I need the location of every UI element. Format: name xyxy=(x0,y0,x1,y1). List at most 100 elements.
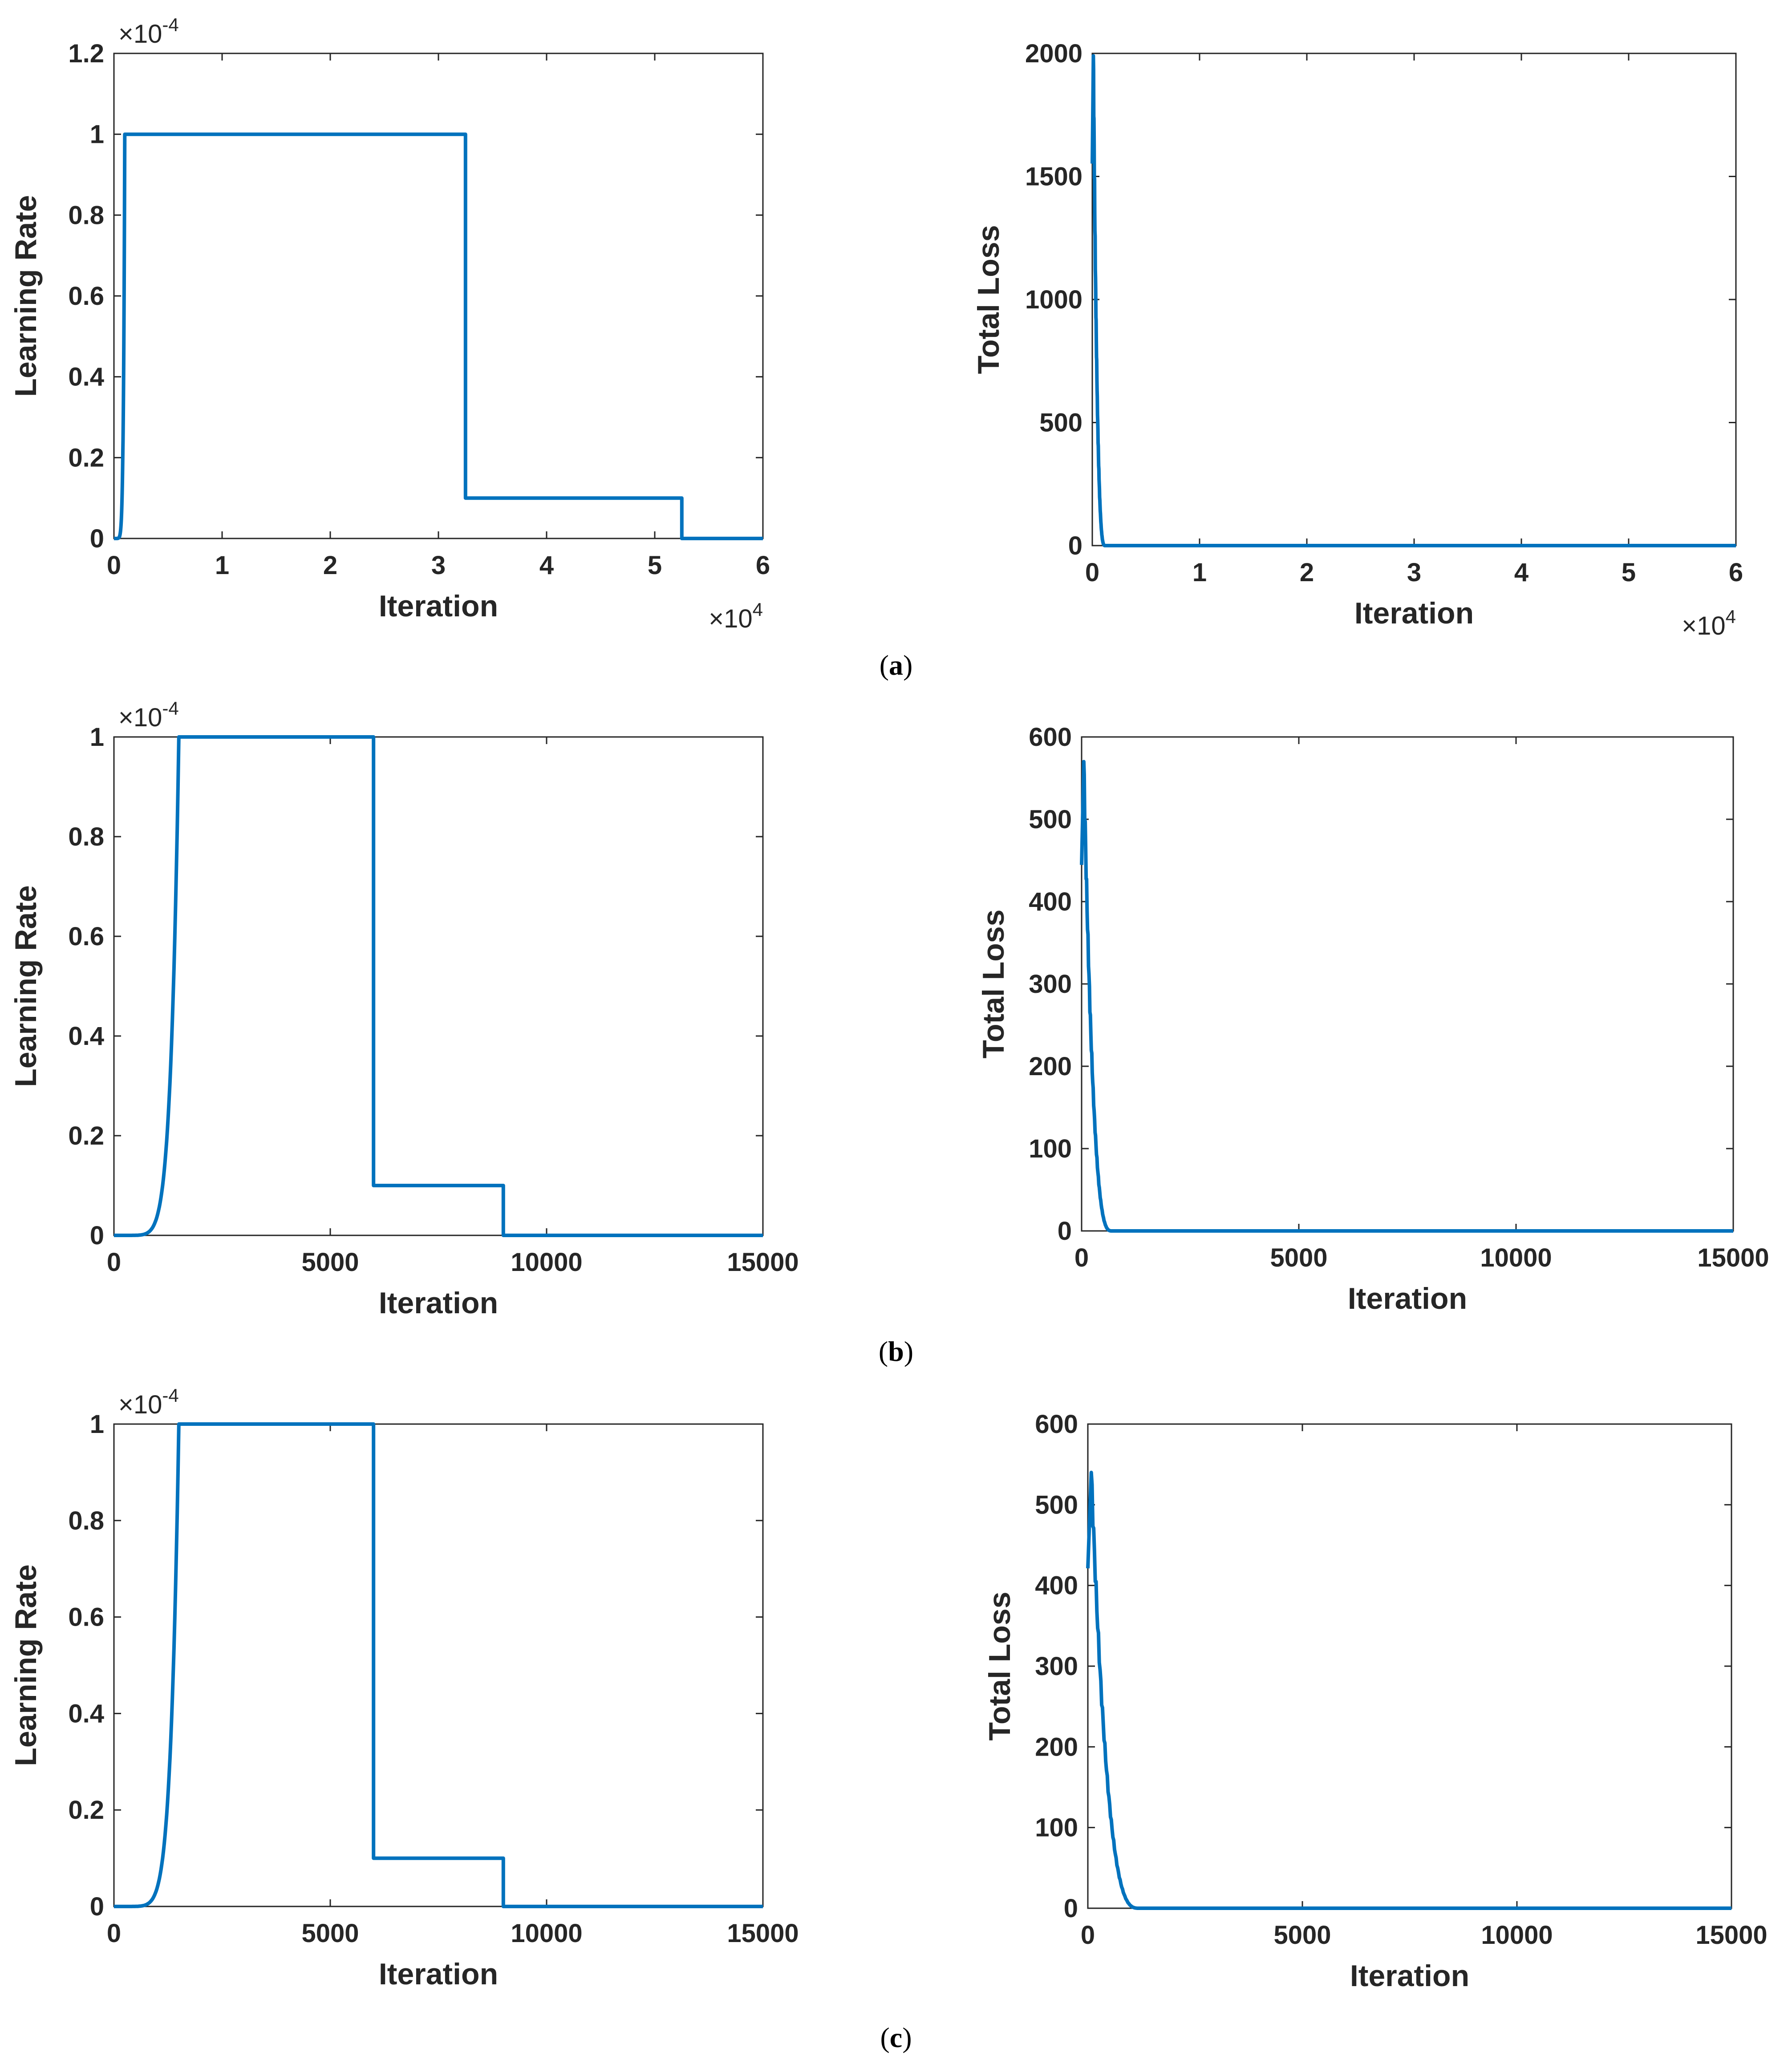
x-tick-label: 1 xyxy=(215,551,229,580)
x-tick-label: 3 xyxy=(1407,558,1421,587)
x-tick-label: 15000 xyxy=(727,1919,799,1948)
panel-letter: c xyxy=(890,2022,902,2053)
x-tick-label: 0 xyxy=(1081,1921,1095,1950)
x-axis-label: Iteration xyxy=(1350,1959,1469,1993)
x-axis-label: Iteration xyxy=(1348,1282,1467,1315)
y-multiplier: ×10-4 xyxy=(118,698,179,732)
x-tick-label: 1 xyxy=(1192,558,1207,587)
series-line-total-loss xyxy=(1080,760,1733,1233)
series-line-learning-rate xyxy=(113,735,763,1237)
y-tick-label: 1000 xyxy=(1025,285,1082,314)
y-tick-label: 1 xyxy=(90,120,104,149)
x-tick-label: 2 xyxy=(1300,558,1314,587)
y-multiplier-exponent: -4 xyxy=(162,14,178,35)
y-tick-label: 0.8 xyxy=(68,1506,104,1535)
y-tick-label: 500 xyxy=(1035,1490,1078,1519)
x-tick-label: 10000 xyxy=(511,1248,582,1277)
x-axis-label: Iteration xyxy=(379,1957,498,1991)
x-tick-label: 10000 xyxy=(1480,1243,1552,1272)
y-tick-label: 600 xyxy=(1035,1410,1078,1439)
y-axis-label: Total Loss xyxy=(983,1592,1017,1741)
y-axis-label: Learning Rate xyxy=(9,885,43,1087)
y-tick-label: 0.6 xyxy=(68,922,104,951)
panel-label-a: (a) xyxy=(880,649,913,681)
y-tick-label: 0.4 xyxy=(68,1022,104,1051)
x-tick-label: 15000 xyxy=(727,1248,799,1277)
series-line-learning-rate xyxy=(112,132,763,540)
y-tick-label: 0 xyxy=(1064,1894,1078,1923)
x-tick-label: 2 xyxy=(323,551,337,580)
y-tick-label: 100 xyxy=(1029,1134,1072,1163)
x-tick-label: 6 xyxy=(1729,558,1743,587)
x-tick-label: 10000 xyxy=(511,1919,582,1948)
x-tick-label: 0 xyxy=(1085,558,1099,587)
y-axis-label: Total Loss xyxy=(977,910,1010,1059)
x-tick-label: 0 xyxy=(107,1248,121,1277)
y-tick-label: 1500 xyxy=(1025,162,1082,191)
y-axis-label: Learning Rate xyxy=(9,1564,43,1766)
axes-box xyxy=(113,736,764,1236)
y-tick-label: 0 xyxy=(90,524,104,553)
x-tick-label: 5000 xyxy=(301,1919,359,1948)
y-tick-label: 0.8 xyxy=(68,822,104,851)
axes-box xyxy=(1091,53,1737,546)
y-tick-label: 0.6 xyxy=(68,282,104,311)
y-multiplier-exponent: -4 xyxy=(162,698,178,719)
y-tick-label: 1 xyxy=(90,723,104,752)
axes-box xyxy=(1087,1423,1732,1909)
y-multiplier: ×10-4 xyxy=(118,14,179,49)
axes-box xyxy=(113,1423,764,1907)
y-tick-label: 0.4 xyxy=(68,1699,104,1728)
chart-b-lr: 0 5000 10000 15000 0 0.2 0.4 0.6 0.8 1 Iteration Le… xyxy=(9,698,799,1320)
y-tick-label: 0.2 xyxy=(68,443,104,472)
x-tick-label: 3 xyxy=(431,551,446,580)
x-multiplier: ×104 xyxy=(709,599,763,633)
x-tick-label: 4 xyxy=(539,551,554,580)
y-tick-label: 1.2 xyxy=(68,39,104,68)
y-tick-label: 200 xyxy=(1035,1732,1078,1761)
y-tick-label: 100 xyxy=(1035,1813,1078,1842)
x-axis-label: Iteration xyxy=(379,1286,498,1320)
x-multiplier: ×104 xyxy=(1682,606,1736,640)
y-tick-label: 0 xyxy=(1058,1217,1072,1246)
y-multiplier: ×10-4 xyxy=(118,1385,179,1419)
y-tick-label: 1 xyxy=(90,1410,104,1439)
panel-label-b: (b) xyxy=(879,1335,913,1367)
x-tick-label: 15000 xyxy=(1697,1243,1769,1272)
x-tick-label: 5000 xyxy=(301,1248,359,1277)
y-tick-label: 0.2 xyxy=(68,1796,104,1825)
x-axis-label: Iteration xyxy=(379,589,498,623)
y-tick-label: 0.6 xyxy=(68,1603,104,1632)
chart-a-lr: 0 1 2 3 4 5 6 0 0.2 0.4 0.6 0.8 1 1.2 Iteration Learnin… xyxy=(9,14,770,633)
x-tick-label: 4 xyxy=(1514,558,1528,587)
axes-box xyxy=(113,53,764,539)
y-tick-label: 600 xyxy=(1029,723,1072,752)
x-tick-label: 5 xyxy=(1622,558,1636,587)
x-multiplier-exponent: 4 xyxy=(1726,606,1736,627)
x-multiplier-exponent: 4 xyxy=(753,599,763,620)
chart-c-loss: 0 5000 10000 15000 0 100 200 300 400 500 600 Iterat… xyxy=(983,1410,1768,1993)
x-tick-label: 6 xyxy=(756,551,770,580)
y-tick-label: 400 xyxy=(1035,1571,1078,1600)
y-tick-label: 2000 xyxy=(1025,39,1082,68)
panel-label-c: (c) xyxy=(880,2022,912,2053)
y-tick-label: 0 xyxy=(90,1221,104,1250)
y-tick-label: 0 xyxy=(90,1892,104,1921)
series-line-learning-rate xyxy=(113,1422,763,1908)
chart-a-loss: 0 1 2 3 4 5 6 0 500 1000 1500 2000 Iteration Total Lo… xyxy=(972,39,1743,640)
chart-b-loss: 0 5000 10000 15000 0 100 200 300 400 500 600 Iterat… xyxy=(977,723,1769,1315)
chart-c-lr: 0 5000 10000 15000 0 0.2 0.4 0.6 0.8 1 Iteration Le… xyxy=(9,1385,799,1991)
x-tick-label: 0 xyxy=(107,1919,121,1948)
y-multiplier-exponent: -4 xyxy=(162,1385,178,1406)
y-tick-label: 300 xyxy=(1029,970,1072,999)
x-tick-label: 5000 xyxy=(1270,1243,1327,1272)
axes-box xyxy=(1081,736,1734,1232)
y-tick-label: 0.4 xyxy=(68,363,104,392)
x-tick-label: 0 xyxy=(107,551,121,580)
panel-letter: a xyxy=(889,649,903,681)
y-tick-label: 0.8 xyxy=(68,201,104,230)
y-axis-label: Total Loss xyxy=(972,225,1005,374)
y-tick-label: 0 xyxy=(1068,531,1082,560)
